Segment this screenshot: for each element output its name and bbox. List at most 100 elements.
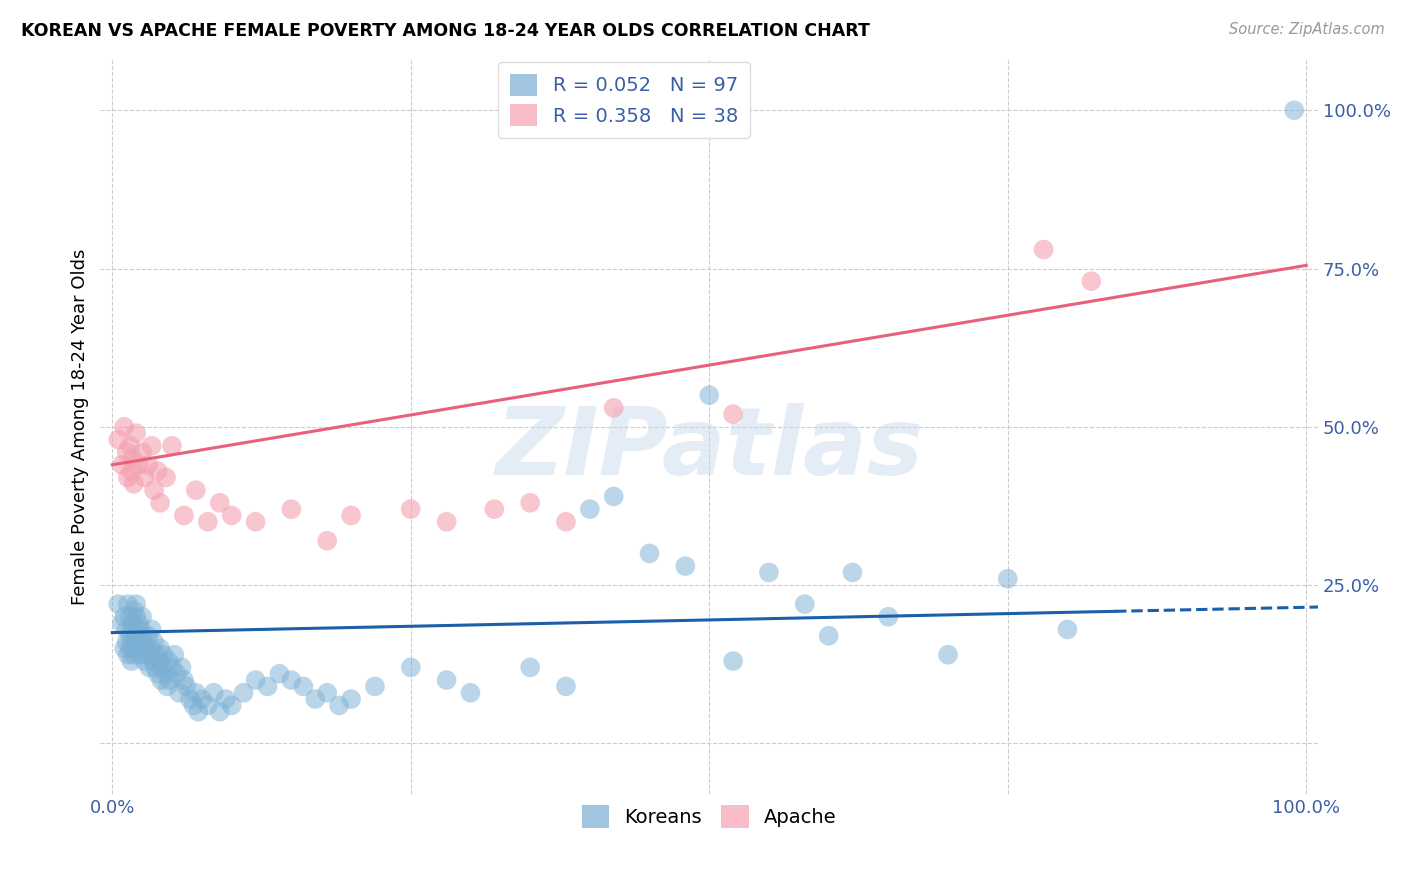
Point bbox=[122, 603, 145, 617]
Point bbox=[232, 686, 254, 700]
Point bbox=[256, 680, 278, 694]
Point bbox=[107, 433, 129, 447]
Point bbox=[436, 673, 458, 687]
Point bbox=[997, 572, 1019, 586]
Point bbox=[1056, 623, 1078, 637]
Point bbox=[160, 439, 183, 453]
Point bbox=[173, 673, 195, 687]
Point bbox=[215, 692, 238, 706]
Point bbox=[519, 660, 541, 674]
Point bbox=[340, 692, 363, 706]
Point bbox=[519, 496, 541, 510]
Point bbox=[149, 641, 172, 656]
Point bbox=[149, 654, 172, 668]
Point bbox=[136, 458, 159, 472]
Point bbox=[115, 635, 138, 649]
Point bbox=[184, 483, 207, 497]
Point bbox=[280, 502, 302, 516]
Point bbox=[280, 673, 302, 687]
Point bbox=[146, 464, 169, 478]
Point bbox=[673, 559, 696, 574]
Point bbox=[555, 515, 578, 529]
Point bbox=[157, 654, 180, 668]
Point bbox=[149, 496, 172, 510]
Point bbox=[721, 654, 744, 668]
Point bbox=[117, 648, 139, 662]
Point bbox=[170, 660, 193, 674]
Point bbox=[166, 666, 188, 681]
Point bbox=[340, 508, 363, 523]
Point bbox=[328, 698, 350, 713]
Point bbox=[141, 623, 163, 637]
Point bbox=[603, 490, 626, 504]
Point bbox=[132, 635, 155, 649]
Point bbox=[150, 673, 173, 687]
Point bbox=[316, 686, 339, 700]
Point bbox=[121, 451, 143, 466]
Point bbox=[115, 623, 138, 637]
Point bbox=[191, 692, 214, 706]
Point bbox=[125, 597, 148, 611]
Point bbox=[167, 686, 190, 700]
Point bbox=[152, 660, 174, 674]
Point bbox=[120, 641, 142, 656]
Text: Source: ZipAtlas.com: Source: ZipAtlas.com bbox=[1229, 22, 1385, 37]
Point bbox=[128, 648, 150, 662]
Point bbox=[197, 698, 219, 713]
Y-axis label: Female Poverty Among 18-24 Year Olds: Female Poverty Among 18-24 Year Olds bbox=[72, 249, 89, 605]
Point bbox=[131, 445, 153, 459]
Point bbox=[131, 609, 153, 624]
Point bbox=[139, 641, 162, 656]
Point bbox=[125, 426, 148, 441]
Point bbox=[107, 597, 129, 611]
Point bbox=[160, 660, 183, 674]
Point bbox=[179, 692, 201, 706]
Point bbox=[304, 692, 326, 706]
Point bbox=[112, 419, 135, 434]
Point bbox=[141, 439, 163, 453]
Point bbox=[120, 439, 142, 453]
Point bbox=[793, 597, 815, 611]
Point bbox=[758, 566, 780, 580]
Point bbox=[134, 470, 156, 484]
Point bbox=[187, 705, 209, 719]
Point bbox=[120, 464, 142, 478]
Point bbox=[138, 660, 160, 674]
Point bbox=[292, 680, 315, 694]
Point bbox=[146, 666, 169, 681]
Point bbox=[128, 458, 150, 472]
Legend: Koreans, Apache: Koreans, Apache bbox=[574, 797, 845, 836]
Point bbox=[128, 641, 150, 656]
Text: ZIPatlas: ZIPatlas bbox=[495, 403, 924, 495]
Point bbox=[245, 515, 267, 529]
Point bbox=[176, 680, 198, 694]
Point bbox=[183, 698, 205, 713]
Point bbox=[122, 476, 145, 491]
Point bbox=[221, 508, 243, 523]
Point bbox=[122, 648, 145, 662]
Point bbox=[115, 445, 138, 459]
Point bbox=[721, 407, 744, 421]
Point bbox=[208, 705, 231, 719]
Point bbox=[143, 635, 166, 649]
Point bbox=[145, 648, 167, 662]
Point bbox=[163, 648, 186, 662]
Point bbox=[697, 388, 720, 402]
Point bbox=[555, 680, 578, 694]
Point bbox=[159, 673, 181, 687]
Point bbox=[877, 609, 900, 624]
Point bbox=[152, 648, 174, 662]
Point bbox=[184, 686, 207, 700]
Point bbox=[117, 470, 139, 484]
Point bbox=[129, 623, 152, 637]
Point bbox=[142, 654, 165, 668]
Point bbox=[1032, 243, 1054, 257]
Point bbox=[460, 686, 482, 700]
Point bbox=[841, 566, 863, 580]
Point bbox=[112, 641, 135, 656]
Point bbox=[638, 546, 661, 560]
Point bbox=[120, 629, 142, 643]
Point bbox=[364, 680, 387, 694]
Point bbox=[484, 502, 506, 516]
Point bbox=[399, 502, 422, 516]
